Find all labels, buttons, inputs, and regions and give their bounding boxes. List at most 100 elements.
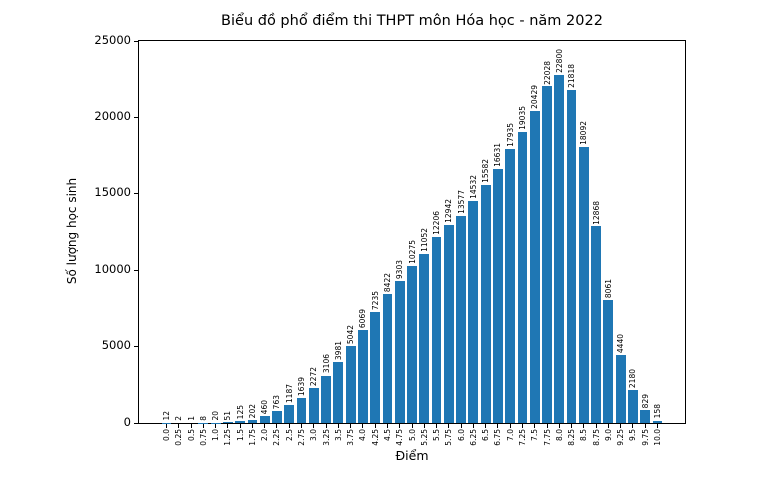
- bar: [566, 89, 577, 423]
- x-tick-label: 6.0: [456, 429, 466, 441]
- x-tick-mark: [472, 424, 474, 428]
- x-tick-mark: [657, 424, 658, 428]
- bar: [296, 397, 307, 423]
- x-tick-mark: [399, 424, 401, 428]
- x-tick-mark: [178, 424, 180, 428]
- x-tick-mark: [448, 424, 450, 428]
- x-tick-label: 5.0: [407, 429, 417, 441]
- x-tick-mark: [411, 424, 413, 428]
- x-tick-mark: [558, 424, 560, 428]
- bar: [578, 146, 589, 423]
- y-tick-label: 0: [123, 414, 131, 429]
- x-tick-mark: [166, 424, 167, 428]
- bar-value-label: 2: [174, 416, 184, 421]
- x-tick-mark: [251, 424, 253, 428]
- bar-value-label: 1: [186, 416, 196, 421]
- bar-value-label: 14532: [468, 175, 478, 199]
- y-tick-label: 25000: [94, 32, 131, 47]
- y-tick-label: 15000: [94, 185, 131, 200]
- bar: [591, 226, 602, 423]
- bar-value-label: 12: [162, 411, 171, 421]
- x-tick-mark: [337, 424, 339, 428]
- bar: [431, 236, 442, 423]
- x-tick-mark: [436, 424, 438, 428]
- bar: [468, 200, 479, 423]
- bar: [603, 299, 614, 423]
- x-tick-label: 3.75: [346, 429, 356, 446]
- bar-value-label: 4440: [616, 334, 626, 354]
- x-tick-label: 9.5: [628, 429, 638, 441]
- bar-value-label: 7235: [370, 291, 380, 311]
- x-tick-label: 4.25: [370, 429, 380, 446]
- bar: [259, 415, 270, 423]
- x-tick-mark: [607, 424, 609, 428]
- bar: [554, 74, 565, 423]
- x-tick-mark: [546, 424, 548, 428]
- bar: [628, 389, 638, 423]
- bar: [480, 184, 491, 423]
- bar-value-label: 10275: [407, 240, 417, 264]
- bar: [640, 410, 651, 423]
- x-tick-mark: [583, 424, 585, 428]
- bar: [542, 86, 552, 423]
- chart-title: Biểu đồ phổ điểm thi THPT môn Hóa học - …: [221, 13, 603, 29]
- x-tick-mark: [509, 424, 511, 428]
- bar: [517, 132, 528, 423]
- bar: [394, 280, 405, 423]
- x-tick-mark: [276, 424, 278, 428]
- x-tick-mark: [386, 424, 388, 428]
- bar: [505, 148, 516, 423]
- bar-value-label: 12868: [591, 200, 601, 225]
- x-tick-mark: [534, 424, 536, 428]
- bar-value-label: 8: [198, 416, 208, 421]
- y-tick-mark: [134, 40, 138, 42]
- x-tick-label: 2.0: [260, 429, 270, 441]
- x-tick-label: 2.25: [272, 429, 282, 446]
- bar-value-label: 16631: [493, 143, 503, 167]
- bar-value-label: 2180: [628, 368, 638, 388]
- x-tick-label: 6.75: [493, 429, 503, 446]
- bar-value-label: 21818: [567, 63, 577, 88]
- bar-value-label: 3981: [333, 341, 343, 361]
- x-tick-mark: [288, 424, 290, 428]
- bar: [247, 419, 258, 423]
- bar: [357, 330, 368, 423]
- x-tick-label: 4.0: [358, 429, 368, 441]
- x-tick-label: 9.0: [603, 429, 613, 441]
- x-tick-label: 7.75: [542, 429, 552, 446]
- x-tick-label: 3.5: [333, 429, 343, 441]
- bar: [615, 355, 626, 423]
- x-tick-label: 7.0: [505, 429, 515, 441]
- x-tick-label: 5.75: [444, 429, 454, 446]
- x-tick-label: 0.75: [198, 429, 208, 446]
- bar-value-label: 6069: [358, 309, 368, 329]
- x-tick-mark: [215, 424, 217, 428]
- x-tick-mark: [620, 424, 622, 428]
- x-tick-label: 6.5: [481, 429, 491, 441]
- bar: [308, 388, 319, 423]
- x-tick-label: 3.0: [309, 429, 319, 441]
- x-tick-mark: [497, 424, 499, 428]
- x-tick-label: 0.5: [186, 429, 196, 441]
- bar: [407, 266, 417, 423]
- bar-value-label: 20: [211, 411, 221, 421]
- bar: [652, 420, 663, 423]
- x-tick-label: 1.5: [235, 429, 245, 441]
- x-tick-mark: [460, 424, 462, 428]
- x-tick-mark: [350, 424, 352, 428]
- bar: [443, 225, 454, 423]
- x-tick-label: 8.0: [554, 429, 564, 441]
- x-tick-mark: [313, 424, 315, 428]
- y-tick-mark: [134, 269, 138, 271]
- x-tick-label: 5.5: [432, 429, 442, 441]
- plot-area: 12 0.0 2 0.25 1 0.5 8 0.75 20 1.0 51 1.25 125 1.5 202 1…: [94, 33, 686, 446]
- bar-value-label: 9303: [395, 259, 405, 279]
- bar: [321, 375, 331, 423]
- x-tick-mark: [227, 424, 229, 428]
- x-tick-label: 9.25: [616, 429, 626, 446]
- x-tick-label: 4.75: [395, 429, 405, 446]
- x-tick-mark: [301, 424, 303, 428]
- x-tick-label: 10.0: [653, 429, 662, 446]
- x-tick-mark: [362, 424, 364, 428]
